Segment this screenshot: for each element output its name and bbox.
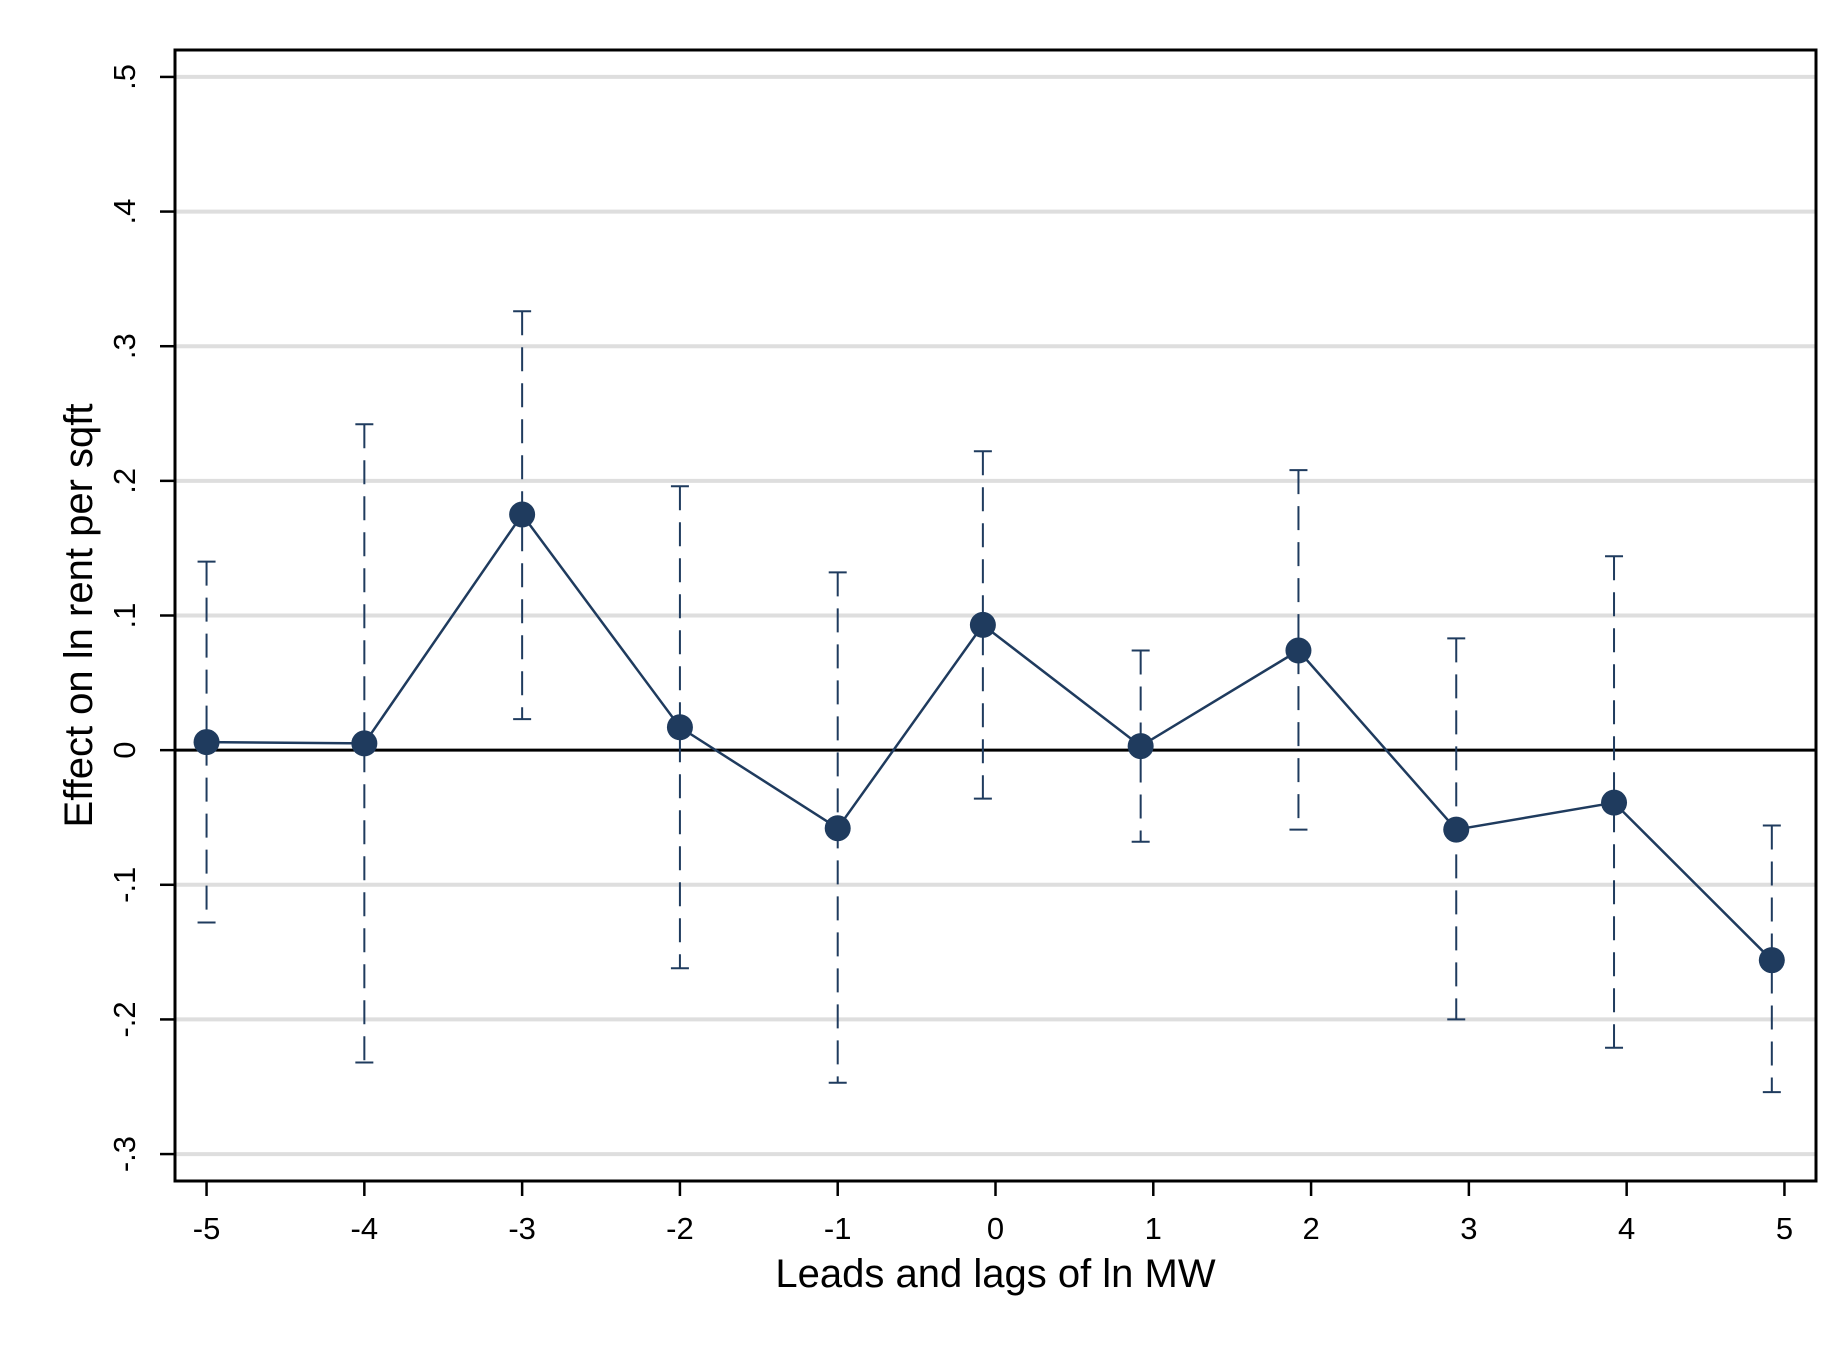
data-point [824,815,851,842]
y-tick-label: -.3 [107,1136,142,1172]
y-axis: -.3 -.2 -.1 0 .1 .2 .3 .4 .5 [107,64,175,1172]
y-tick-label: .3 [107,333,142,359]
x-axis: -5 -4 -3 -2 -1 0 1 2 3 4 5 [193,1181,1793,1246]
data-point [1127,733,1154,760]
y-tick-label: .2 [107,468,142,494]
x-tick-label: -5 [193,1211,221,1246]
x-tick-label: 4 [1618,1211,1635,1246]
y-tick-label: -.1 [107,867,142,903]
data-point [351,730,378,757]
data-point [1443,816,1470,843]
x-tick-label: -1 [824,1211,852,1246]
y-tick-label: .5 [107,64,142,90]
data-point [666,714,693,741]
data-point [193,729,220,756]
data-point [1601,789,1628,816]
y-tick-label: 0 [107,742,142,759]
x-tick-label: 1 [1145,1211,1162,1246]
data-point [969,611,996,638]
confidence-intervals [197,310,1781,1094]
y-tick-label: .1 [107,603,142,629]
x-axis-title: Leads and lags of ln MW [775,1252,1215,1296]
x-tick-label: -2 [666,1211,694,1246]
x-tick-label: 0 [987,1211,1004,1246]
x-tick-label: -4 [351,1211,379,1246]
x-tick-label: 3 [1460,1211,1477,1246]
data-point [1285,637,1312,664]
data-point [1758,947,1785,974]
x-tick-label: -3 [508,1211,536,1246]
gridlines [175,74,1816,1157]
y-axis-title: Effect on ln rent per sqft [57,404,101,828]
x-tick-label: 5 [1776,1211,1793,1246]
y-tick-label: -.2 [107,1001,142,1037]
series-line [206,512,1773,962]
data-points [193,501,1785,974]
x-tick-label: 2 [1302,1211,1319,1246]
y-tick-label: .4 [107,199,142,225]
data-point [509,501,536,528]
